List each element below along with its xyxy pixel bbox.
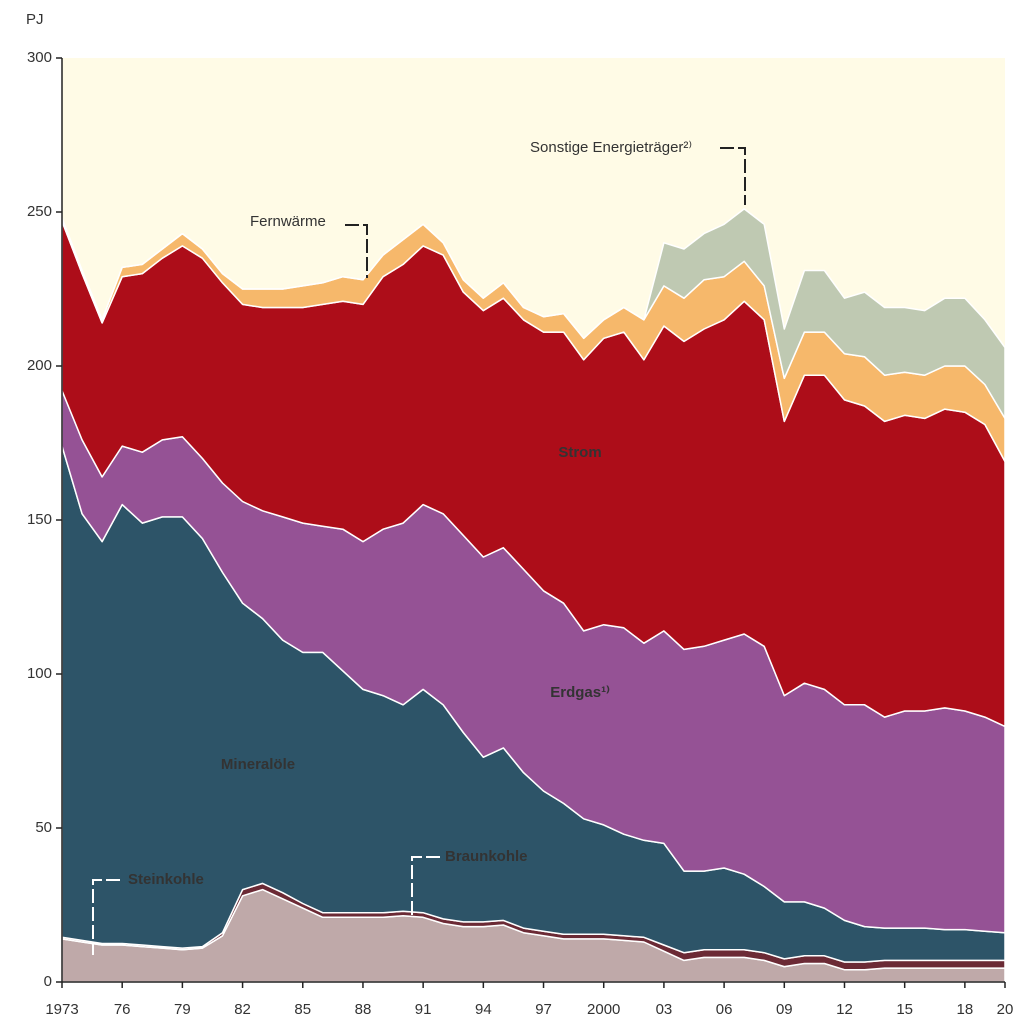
leader-line: [345, 224, 368, 278]
x-tick-label: 20: [997, 1001, 1014, 1018]
series-label: Sonstige Energieträger²⁾: [530, 139, 692, 156]
x-tick-label: 03: [656, 1001, 673, 1018]
area: [61, 208, 1006, 420]
x-tick-label: 12: [836, 1001, 853, 1018]
series-label: Strom: [558, 444, 601, 461]
x-tick-label: 97: [535, 1001, 552, 1018]
y-tick-label: 100: [27, 665, 52, 682]
leader-line: [411, 856, 440, 915]
x-tick-label: 79: [174, 1001, 191, 1018]
series-label: Mineralöle: [221, 756, 295, 773]
x-tick-label: 91: [415, 1001, 432, 1018]
x-tick-label: 18: [957, 1001, 974, 1018]
leader-line: [720, 147, 746, 205]
x-tick-label: 06: [716, 1001, 733, 1018]
y-tick-label: 0: [44, 973, 52, 990]
series-label: Fernwärme: [250, 213, 326, 230]
x-tick-label: 1973: [45, 1001, 78, 1018]
series-label: Steinkohle: [128, 871, 204, 888]
x-tick-label: 76: [114, 1001, 131, 1018]
y-tick-label: 300: [27, 49, 52, 66]
y-tick-label: 50: [35, 819, 52, 836]
x-tick-label: 82: [234, 1001, 251, 1018]
y-tick-label: 150: [27, 511, 52, 528]
x-tick-label: 09: [776, 1001, 793, 1018]
x-tick-label: 94: [475, 1001, 492, 1018]
x-tick-label: 85: [294, 1001, 311, 1018]
series-label: Braunkohle: [445, 848, 528, 865]
y-unit: PJ: [26, 11, 44, 28]
y-tick-label: 250: [27, 203, 52, 220]
x-tick-label: 15: [896, 1001, 913, 1018]
x-tick-label: 2000: [587, 1001, 620, 1018]
series-label: Erdgas¹⁾: [550, 684, 610, 701]
leader-line: [92, 879, 120, 955]
y-tick-label: 200: [27, 357, 52, 374]
x-tick-label: 88: [355, 1001, 372, 1018]
